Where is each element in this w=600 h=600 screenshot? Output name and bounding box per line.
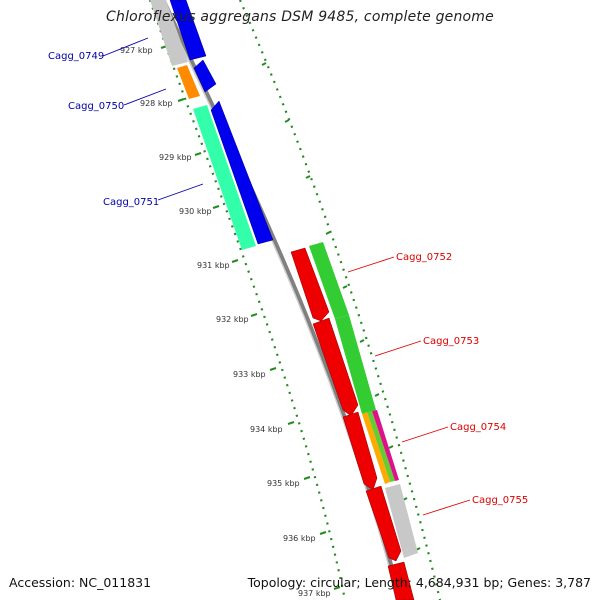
outer-tick <box>305 175 311 179</box>
outer-tick <box>374 393 380 397</box>
gene-label-cagg-0750[interactable]: Cagg_0750 <box>68 101 124 112</box>
gene-label-cagg-0753[interactable]: Cagg_0753 <box>423 336 479 347</box>
outer-tick <box>359 339 365 343</box>
cds-arrow-cagg-0753[interactable] <box>312 317 359 417</box>
gene-label-cagg-0755[interactable]: Cagg_0755 <box>472 495 528 506</box>
gene-label-cagg-0751[interactable]: Cagg_0751 <box>103 197 159 208</box>
gene-feature-cagg-0755[interactable] <box>385 484 418 558</box>
scale-label: 934 kbp <box>250 425 283 434</box>
cds-arrow-cagg-0752[interactable] <box>290 247 330 322</box>
outer-tick <box>388 445 394 449</box>
outer-tick <box>342 285 348 289</box>
gene-label-cagg-0752[interactable]: Cagg_0752 <box>396 252 452 263</box>
outer-tick <box>284 119 290 123</box>
cds-arrow-cagg-0755[interactable] <box>365 485 402 562</box>
scale-tick <box>250 313 258 317</box>
accession-text: Accession: NC_011831 <box>9 575 152 590</box>
gene-feature-cagg-0754-stripe-orange[interactable] <box>362 412 390 484</box>
leader-cagg-0749 <box>102 37 149 57</box>
scale-label: 935 kbp <box>267 479 300 488</box>
gene-feature-cagg-0754[interactable] <box>372 410 399 481</box>
scale-tick <box>287 421 295 425</box>
scale-tick <box>177 98 185 102</box>
leader-cagg-0752 <box>347 256 395 273</box>
gene-feature-cagg-0751[interactable] <box>193 105 256 250</box>
leader-cagg-0755 <box>422 499 471 516</box>
scale-tick <box>194 152 202 156</box>
gene-labels: Cagg_0749 Cagg_0750 Cagg_0751 Cagg_0752 … <box>48 51 528 506</box>
gene-feature-cagg-0753[interactable] <box>335 315 376 414</box>
leader-cagg-0750 <box>123 88 167 106</box>
scale-tick <box>319 531 327 535</box>
genome-summary-text: Topology: circular; Length: 4,684,931 bp… <box>247 575 591 590</box>
outer-track-ticks <box>261 62 421 551</box>
map-title: Chloroflexus aggregans DSM 9485, complet… <box>106 9 494 25</box>
scale-label: 928 kbp <box>140 99 173 108</box>
forward-strand-genes <box>290 242 418 600</box>
scale-label: 933 kbp <box>233 370 266 379</box>
cds-arrow-cagg-0751[interactable] <box>210 100 274 245</box>
scale-tick <box>231 259 239 263</box>
scale-label: 932 kbp <box>216 315 249 324</box>
genome-backbone <box>160 0 403 600</box>
scale-label: 937 kbp <box>298 589 331 598</box>
label-leaders <box>102 37 471 516</box>
cds-arrow-next[interactable] <box>387 561 415 600</box>
gene-feature-cagg-0754-stripe-green[interactable] <box>367 411 395 482</box>
scale-tick <box>303 476 311 480</box>
gene-label-cagg-0749[interactable]: Cagg_0749 <box>48 51 104 62</box>
scale-tick <box>333 586 341 590</box>
scale-tick <box>269 367 277 371</box>
gene-label-cagg-0754[interactable]: Cagg_0754 <box>450 422 506 433</box>
scale-label: 929 kbp <box>159 153 192 162</box>
reverse-strand-genes <box>150 0 274 250</box>
outer-tick <box>261 62 267 66</box>
scale-label: 927 kbp <box>120 46 153 55</box>
leader-cagg-0754 <box>401 426 449 443</box>
leader-cagg-0751 <box>157 183 204 201</box>
scale-label: 936 kbp <box>283 534 316 543</box>
inner-dotted-track <box>148 0 347 600</box>
cds-arrow-cagg-0754[interactable] <box>342 411 378 491</box>
gene-feature-cagg-0749[interactable] <box>150 0 188 66</box>
outer-tick <box>325 231 331 235</box>
cds-arrow-cagg-0750[interactable] <box>193 59 217 93</box>
scale-tick <box>212 205 220 209</box>
scale-label: 930 kbp <box>179 207 212 216</box>
cds-arrow-cagg-0749[interactable] <box>169 0 207 61</box>
leader-cagg-0753 <box>374 340 422 357</box>
scale-label: 931 kbp <box>197 261 230 270</box>
gene-feature-cagg-0752[interactable] <box>309 242 349 319</box>
scale-labels: 927 kbp 928 kbp 929 kbp 930 kbp 931 kbp … <box>120 46 331 598</box>
gene-feature-cagg-0750[interactable] <box>177 65 200 99</box>
